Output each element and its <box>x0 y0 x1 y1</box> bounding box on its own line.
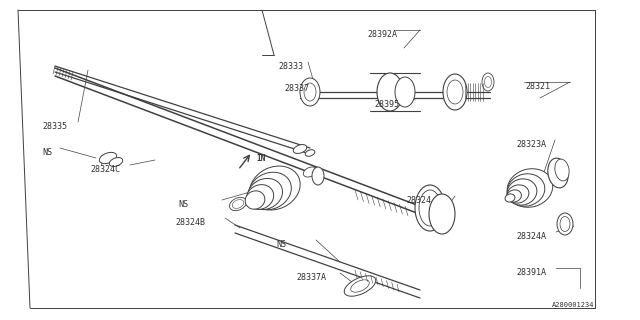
Ellipse shape <box>109 157 123 166</box>
Text: 28333: 28333 <box>278 62 303 71</box>
Text: 28323A: 28323A <box>516 140 546 149</box>
Ellipse shape <box>507 179 537 205</box>
Ellipse shape <box>505 194 515 202</box>
Text: 28324C: 28324C <box>90 165 120 174</box>
Ellipse shape <box>377 73 403 111</box>
Text: 28321: 28321 <box>525 82 550 91</box>
Text: 28324: 28324 <box>406 196 431 205</box>
Text: 28335: 28335 <box>42 122 67 131</box>
Ellipse shape <box>507 185 529 203</box>
Ellipse shape <box>482 73 494 91</box>
Text: IN: IN <box>256 154 265 163</box>
Ellipse shape <box>443 74 467 110</box>
Ellipse shape <box>232 200 244 208</box>
Ellipse shape <box>300 78 320 106</box>
Ellipse shape <box>555 159 569 181</box>
Ellipse shape <box>484 76 492 87</box>
Ellipse shape <box>419 190 441 226</box>
Text: A280001234: A280001234 <box>552 302 594 308</box>
Ellipse shape <box>312 167 324 185</box>
Ellipse shape <box>248 179 282 210</box>
Ellipse shape <box>557 213 573 235</box>
Ellipse shape <box>415 185 445 231</box>
Ellipse shape <box>507 190 522 202</box>
Ellipse shape <box>246 185 274 209</box>
Text: 28392A: 28392A <box>367 30 397 39</box>
Ellipse shape <box>429 194 455 234</box>
Ellipse shape <box>250 166 300 210</box>
Ellipse shape <box>351 280 369 292</box>
Text: 28391A: 28391A <box>516 268 546 277</box>
Ellipse shape <box>99 152 116 164</box>
Ellipse shape <box>508 169 553 207</box>
Ellipse shape <box>447 80 463 104</box>
Ellipse shape <box>304 83 316 101</box>
Ellipse shape <box>395 77 415 107</box>
Ellipse shape <box>548 158 568 188</box>
Ellipse shape <box>303 167 317 177</box>
Text: 28324B: 28324B <box>175 218 205 227</box>
Text: NS: NS <box>42 148 52 157</box>
Ellipse shape <box>249 172 291 210</box>
Ellipse shape <box>293 145 307 154</box>
Text: 28337A: 28337A <box>296 273 326 282</box>
Ellipse shape <box>560 217 570 231</box>
Text: 28337: 28337 <box>284 84 309 93</box>
Text: 28395: 28395 <box>374 100 399 109</box>
Text: 28324A: 28324A <box>516 232 546 241</box>
Ellipse shape <box>344 276 376 296</box>
Text: NS: NS <box>276 240 286 249</box>
Text: NS: NS <box>178 200 188 209</box>
Ellipse shape <box>507 174 545 206</box>
Ellipse shape <box>230 197 246 211</box>
Ellipse shape <box>305 150 315 156</box>
Ellipse shape <box>245 191 265 209</box>
